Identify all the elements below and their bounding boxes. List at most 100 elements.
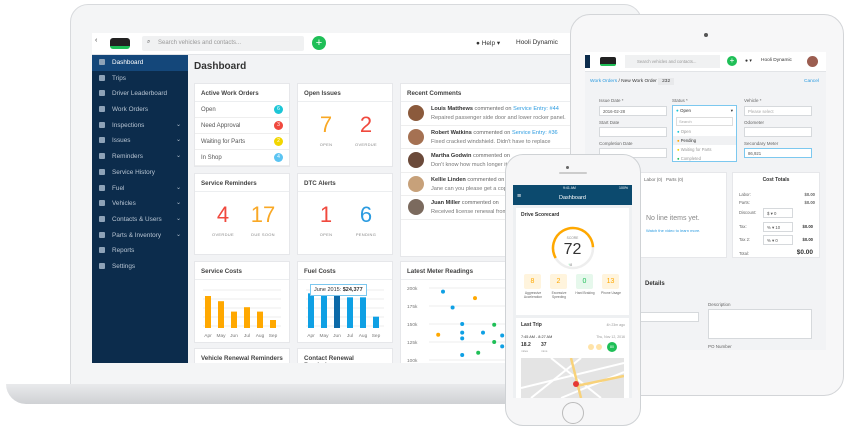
tab-parts[interactable]: Parts (0) xyxy=(666,177,684,182)
contact-renewal-card: Contact Renewal Reminders xyxy=(297,348,393,363)
sidebar-icon xyxy=(99,168,105,175)
service-reminders-card[interactable]: Service Reminders 4 OVERDUE 17 DUE SOON xyxy=(194,173,290,255)
status-option[interactable]: ● Open xyxy=(673,127,736,136)
sidebar-item-trips[interactable]: Trips xyxy=(92,71,188,87)
sidebar-item-reports[interactable]: Reports xyxy=(92,243,188,259)
comment-item[interactable]: Robert Watkins commented on Service Entr… xyxy=(401,126,579,149)
status-selected[interactable]: ● Open ▾ xyxy=(676,108,733,113)
issue-date-input[interactable]: 2016-02-28 xyxy=(599,106,667,116)
odometer-input[interactable] xyxy=(744,127,812,137)
work-order-row[interactable]: Waiting for Parts 2 xyxy=(195,134,289,150)
breadcrumb-work-orders[interactable]: Work Orders xyxy=(590,79,618,84)
sidebar-item-label: Fuel xyxy=(112,184,125,192)
search-input[interactable]: Search vehicles and contacts... xyxy=(625,55,720,68)
help-icon[interactable]: ● ▾ xyxy=(745,58,752,64)
metric-tile[interactable]: 2 xyxy=(550,274,567,289)
work-order-row[interactable]: Open 6 xyxy=(195,102,289,118)
trip-map[interactable] xyxy=(521,358,624,398)
sidebar-item-work-orders[interactable]: Work Orders xyxy=(92,102,188,118)
tax2-unit[interactable]: % ▾ xyxy=(767,238,775,243)
expand-button[interactable] xyxy=(585,55,590,68)
last-trip-card[interactable]: Last Trip 4h 23m ago 7:45 AM - 8:27 AM T… xyxy=(516,318,629,398)
comment-link[interactable]: Service Entry: #44 xyxy=(513,106,559,112)
status-option[interactable]: ● Pending xyxy=(673,136,736,145)
help-menu[interactable]: ● Help ▾ xyxy=(476,40,501,47)
sidebar-item-issues[interactable]: Issues ⌄ xyxy=(92,133,188,149)
home-button[interactable] xyxy=(562,402,584,424)
sidebar-item-fuel[interactable]: Fuel ⌄ xyxy=(92,181,188,197)
sidebar-item-driver-leaderboard[interactable]: Driver Leaderboard xyxy=(92,86,188,102)
discount-unit[interactable]: $ ▾ xyxy=(767,211,773,216)
add-button[interactable]: + xyxy=(727,56,737,66)
collapse-icon[interactable]: ‹ xyxy=(95,37,98,44)
bar-jul xyxy=(244,307,250,328)
work-order-row[interactable]: In Shop 4 xyxy=(195,150,289,166)
data-point xyxy=(476,350,481,355)
sidebar-icon xyxy=(99,262,105,269)
data-point xyxy=(460,352,465,357)
status-dropdown[interactable]: ● Open ▾ Search ● Open ● Pending ● Waiting … xyxy=(672,105,737,162)
account-menu[interactable]: Hooli Dynamic xyxy=(761,58,792,63)
comment-link[interactable]: Service Entry: #36 xyxy=(511,129,558,136)
sidebar-item-service-history[interactable]: Service History xyxy=(92,165,188,181)
card-title: Latest Meter Readings xyxy=(401,262,579,280)
secondary-meter-input[interactable]: 86,921 xyxy=(744,148,812,158)
sidebar-item-label: Issues xyxy=(112,137,131,145)
po-number-label: PO Number xyxy=(708,344,732,349)
cancel-link[interactable]: Cancel xyxy=(804,79,819,84)
video-link[interactable]: Watch the video to learn more. xyxy=(646,228,701,233)
status-option[interactable]: ● Waiting for Parts xyxy=(673,145,736,154)
sidebar-item-dashboard[interactable]: Dashboard xyxy=(92,55,188,71)
card-title: Last Trip xyxy=(521,322,542,328)
sidebar-item-settings[interactable]: Settings xyxy=(92,259,188,275)
commenter-name: Kellie Linden xyxy=(431,176,466,183)
fuel-costs-card: Fuel Costs Apr May Jun Jul Aug Sep June 2015:… xyxy=(297,261,393,343)
logo-truck-icon xyxy=(110,38,130,49)
search-input[interactable]: ⌕ Search vehicles and contacts... xyxy=(142,36,304,51)
status-search-input[interactable]: Search xyxy=(676,117,733,126)
sidebar-item-vehicles[interactable]: Vehicles ⌄ xyxy=(92,196,188,212)
open-issues-card[interactable]: Open Issues 7 OPEN 2 OVERDUE xyxy=(297,83,393,167)
comment-item[interactable]: Juan Miller commented on Received licens… xyxy=(401,196,579,220)
description-input[interactable] xyxy=(708,309,812,339)
tax-input[interactable]: % ▾ 10 xyxy=(763,222,793,232)
comment-item[interactable]: Louis Matthews commented on Service Entr… xyxy=(401,102,579,126)
bar-jul xyxy=(347,297,353,328)
sidebar-item-parts-inventory[interactable]: Parts & Inventory ⌄ xyxy=(92,228,188,244)
discount-input[interactable]: $ ▾ 0 xyxy=(763,208,793,218)
start-date-input[interactable] xyxy=(599,127,667,137)
cost-totals-panel: Cost Totals Labor: $0.00 Parts: $0.00 Disc… xyxy=(732,172,820,258)
dtc-alerts-card[interactable]: DTC Alerts 1 OPEN 6 PENDING xyxy=(297,173,393,255)
status-option[interactable]: ● Completed xyxy=(673,154,736,163)
score-delta: ↑8 xyxy=(568,262,572,267)
comment-item[interactable]: Martha Godwin commented on Don't know ho… xyxy=(401,149,579,173)
data-point xyxy=(436,332,441,337)
vehicle-select[interactable]: Please select xyxy=(744,106,812,116)
count-badge: 6 xyxy=(274,105,283,114)
comment-header: Kellie Linden commented on xyxy=(431,177,579,183)
sidebar-item-reminders[interactable]: Reminders ⌄ xyxy=(92,149,188,165)
avatar xyxy=(408,199,424,215)
metric-tile[interactable]: 8 xyxy=(524,274,541,289)
avatar[interactable] xyxy=(807,56,818,67)
comment-item[interactable]: Kellie Linden commented on Jane can you … xyxy=(401,173,579,196)
metric-tile[interactable]: 0 xyxy=(576,274,593,289)
work-order-row[interactable]: Need Approval 3 xyxy=(195,118,289,134)
status-time: 9:41 AM xyxy=(563,186,576,190)
add-button[interactable]: + xyxy=(312,36,326,50)
work-order-number[interactable]: 232 xyxy=(658,78,675,85)
breadcrumb-separator: / xyxy=(618,79,620,84)
tax2-input[interactable]: % ▾ 0 xyxy=(763,235,793,245)
sidebar-item-inspections[interactable]: Inspections ⌄ xyxy=(92,118,188,134)
sidebar-icon xyxy=(99,184,105,191)
comment-header: Robert Watkins commented on Service Entr… xyxy=(431,130,579,136)
sidebar-item-contacts-users[interactable]: Contacts & Users ⌄ xyxy=(92,212,188,228)
tab-labor[interactable]: Labor (0) xyxy=(644,177,663,182)
account-menu[interactable]: Hooli Dynamic xyxy=(516,39,558,46)
commenter-name: Louis Matthews xyxy=(431,106,473,112)
status-dot: ● xyxy=(677,129,681,134)
speeding-icon xyxy=(596,344,602,350)
metric-tile[interactable]: 13 xyxy=(602,274,619,289)
tax-unit[interactable]: % ▾ xyxy=(767,225,775,230)
menu-icon[interactable]: ≡ xyxy=(517,193,522,200)
